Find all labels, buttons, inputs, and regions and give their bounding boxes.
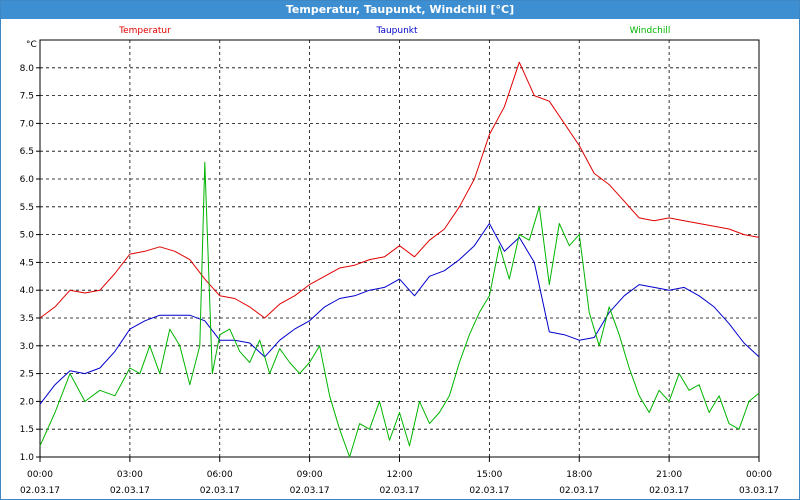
y-tick-label: 4.0 — [20, 286, 35, 296]
chart-grid — [39, 39, 760, 458]
x-tick-time: 15:00 — [476, 470, 502, 480]
y-tick-label: 7.5 — [20, 92, 34, 102]
plot-frame — [39, 39, 760, 458]
x-tick-date: 02.03.17 — [20, 486, 60, 496]
y-tick-label: 5.5 — [20, 203, 34, 213]
x-tick-date: 02.03.17 — [200, 486, 240, 496]
legend-item-temperatur: Temperatur — [118, 26, 171, 36]
x-tick-time: 06:00 — [207, 470, 233, 480]
legend-item-windchill: Windchill — [630, 26, 671, 36]
y-tick-label: 8.0 — [20, 64, 35, 74]
x-tick-time: 00:00 — [746, 470, 772, 480]
x-tick-date: 02.03.17 — [469, 486, 509, 496]
y-tick-label: 1.5 — [20, 425, 34, 435]
x-tick-time: 12:00 — [387, 470, 413, 480]
chart-series — [39, 61, 760, 458]
series-line-temperatur — [39, 61, 760, 319]
y-tick-label: 3.0 — [20, 342, 35, 352]
x-tick-time: 00:00 — [27, 470, 53, 480]
y-tick-label: 6.5 — [20, 147, 34, 157]
y-tick-label: 5.0 — [20, 231, 35, 241]
y-axis-ticks: 1.0 1.5 2.0 2.5 3.0 3.5 4.0 4.5 5.0 5.5 6.0 6.5 7.0 7… — [20, 64, 40, 463]
window-title: Temperatur, Taupunkt, Windchill [°C] — [1, 1, 799, 19]
x-tick-date: 02.03.17 — [110, 486, 150, 496]
x-tick-date: 02.03.17 — [379, 486, 419, 496]
x-tick-time: 18:00 — [566, 470, 592, 480]
x-axis-ticks: 00:00 02.03.17 03:00 02.03.17 06:00 02.03.17 0… — [20, 457, 779, 496]
x-tick-date: 02.03.17 — [649, 486, 689, 496]
legend-item-taupunkt: Taupunkt — [375, 26, 418, 36]
x-tick-date: 03.03.17 — [739, 486, 779, 496]
y-tick-label: 4.5 — [20, 258, 34, 268]
y-tick-label: 2.5 — [20, 370, 34, 380]
y-tick-label: 6.0 — [20, 175, 35, 185]
y-tick-label: 2.0 — [20, 397, 35, 407]
x-tick-time: 03:00 — [117, 470, 143, 480]
x-tick-date: 02.03.17 — [290, 486, 330, 496]
x-tick-time: 21:00 — [656, 470, 682, 480]
x-tick-date: 02.03.17 — [559, 486, 599, 496]
y-tick-label: 1.0 — [20, 453, 35, 463]
y-tick-label: 7.0 — [20, 119, 35, 129]
series-line-taupunkt — [39, 223, 760, 405]
x-tick-time: 09:00 — [297, 470, 323, 480]
y-axis-unit: °C — [26, 40, 37, 50]
chart-legend: Temperatur Taupunkt Windchill — [118, 26, 670, 36]
y-tick-label: 3.5 — [20, 314, 34, 324]
series-line-windchill — [39, 161, 760, 458]
